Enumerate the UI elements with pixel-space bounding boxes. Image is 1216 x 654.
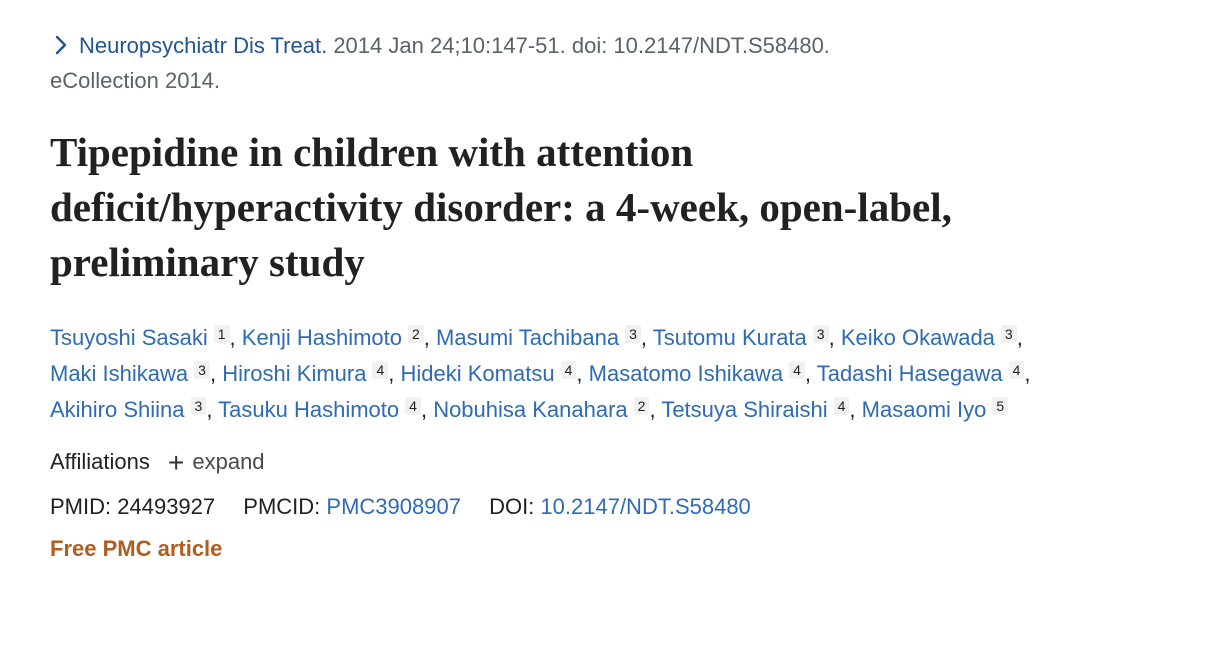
- author-separator: ,: [209, 361, 217, 386]
- citation-details: 2014 Jan 24;10:147-51. doi: 10.2147/NDT.…: [327, 33, 830, 58]
- author-separator: ,: [423, 325, 430, 350]
- affiliation-number[interactable]: 1: [213, 325, 230, 343]
- author-name-link[interactable]: Keiko Okawada: [840, 325, 995, 350]
- pmcid: PMCID: PMC3908907: [243, 494, 461, 519]
- doi: DOI: 10.2147/NDT.S58480: [489, 494, 751, 519]
- author-item: Tadashi Hasegawa 4,: [817, 361, 1031, 386]
- pmid-label: PMID:: [50, 494, 112, 519]
- author-item: Maki Ishikawa 3,: [50, 361, 216, 386]
- doi-label: DOI:: [489, 494, 535, 519]
- author-item: Keiko Okawada 3,: [841, 325, 1023, 350]
- author-separator: ,: [206, 397, 213, 422]
- author-name-link[interactable]: Tetsuya Shiraishi: [661, 397, 828, 422]
- author-item: Masaomi Iyo 5: [862, 397, 1009, 422]
- affiliation-number[interactable]: 4: [833, 397, 850, 415]
- doi-link[interactable]: 10.2147/NDT.S58480: [540, 494, 751, 519]
- expand-label: expand: [192, 449, 265, 474]
- author-separator: ,: [804, 361, 811, 386]
- author-separator: ,: [229, 325, 236, 350]
- affiliations-label: Affiliations: [50, 449, 150, 474]
- authors-list: Tsuyoshi Sasaki 1, Kenji Hashimoto 2, Masu…: [50, 320, 1050, 428]
- affiliation-number[interactable]: 3: [1000, 325, 1017, 343]
- pmcid-label: PMCID:: [243, 494, 321, 519]
- affiliations-expand-button[interactable]: + expand: [168, 446, 265, 479]
- affiliation-number[interactable]: 2: [633, 397, 650, 415]
- author-item: Tsuyoshi Sasaki 1,: [50, 325, 236, 350]
- affiliation-number[interactable]: 3: [812, 325, 829, 343]
- affiliation-number[interactable]: 3: [194, 361, 210, 379]
- author-name-link[interactable]: Masaomi Iyo: [861, 397, 987, 422]
- author-name-link[interactable]: Masumi Tachibana: [436, 325, 620, 350]
- free-pmc-article-link[interactable]: Free PMC article: [50, 536, 223, 561]
- author-item: Nobuhisa Kanahara 2,: [433, 397, 656, 422]
- author-separator: ,: [1016, 325, 1023, 350]
- author-separator: ,: [849, 397, 856, 422]
- pmid-value: 24493927: [117, 494, 216, 519]
- author-name-link[interactable]: Masatomo Ishikawa: [588, 361, 784, 386]
- chevron-right-icon[interactable]: [50, 34, 72, 56]
- pmid: PMID: 24493927: [50, 494, 215, 519]
- author-separator: ,: [420, 397, 428, 422]
- author-name-link[interactable]: Hideki Komatsu: [400, 361, 555, 386]
- author-item: Masatomo Ishikawa 4,: [589, 361, 811, 386]
- article-header: Neuropsychiatr Dis Treat. 2014 Jan 24;10…: [50, 28, 1170, 565]
- author-separator: ,: [576, 361, 583, 386]
- author-name-link[interactable]: Akihiro Shiina: [50, 397, 185, 422]
- affiliation-number[interactable]: 4: [789, 361, 805, 379]
- author-item: Kenji Hashimoto 2,: [242, 325, 430, 350]
- affiliation-number[interactable]: 3: [625, 325, 641, 343]
- author-item: Tetsuya Shiraishi 4,: [661, 397, 856, 422]
- affiliations: Affiliations + expand: [50, 446, 1170, 479]
- author-item: Hiroshi Kimura 4,: [222, 361, 394, 386]
- affiliation-number[interactable]: 2: [407, 325, 424, 343]
- journal-link[interactable]: Neuropsychiatr Dis Treat.: [79, 33, 328, 58]
- affiliation-number[interactable]: 3: [190, 397, 207, 415]
- author-separator: ,: [388, 361, 395, 386]
- article-title: Tipepidine in children with attention de…: [50, 129, 952, 285]
- author-separator: ,: [1024, 361, 1031, 386]
- citation-ecollection: eCollection 2014.: [50, 68, 221, 93]
- pmcid-link[interactable]: PMC3908907: [326, 494, 461, 519]
- author-name-link[interactable]: Hiroshi Kimura: [222, 361, 367, 386]
- affiliation-number[interactable]: 4: [405, 397, 421, 415]
- author-item: Tasuku Hashimoto 4,: [218, 397, 427, 422]
- author-name-link[interactable]: Nobuhisa Kanahara: [433, 397, 628, 422]
- author-name-link[interactable]: Tadashi Hasegawa: [816, 361, 1003, 386]
- author-name-link[interactable]: Kenji Hashimoto: [241, 325, 402, 350]
- author-item: Akihiro Shiina 3,: [50, 397, 212, 422]
- affiliation-number[interactable]: 4: [1008, 361, 1025, 379]
- author-item: Masumi Tachibana 3,: [436, 325, 647, 350]
- author-name-link[interactable]: Maki Ishikawa: [50, 361, 189, 386]
- author-name-link[interactable]: Tsutomu Kurata: [652, 325, 807, 350]
- affiliation-number[interactable]: 5: [992, 397, 1009, 415]
- affiliation-number[interactable]: 4: [372, 361, 389, 379]
- author-item: Tsutomu Kurata 3,: [653, 325, 835, 350]
- author-separator: ,: [640, 325, 647, 350]
- identifiers: PMID: 24493927 PMCID: PMC3908907 DOI: 10…: [50, 491, 1170, 523]
- author-name-link[interactable]: Tasuku Hashimoto: [218, 397, 400, 422]
- affiliation-number[interactable]: 4: [560, 361, 577, 379]
- plus-icon: +: [168, 447, 185, 478]
- author-item: Hideki Komatsu 4,: [401, 361, 583, 386]
- author-separator: ,: [649, 397, 656, 422]
- author-separator: ,: [828, 325, 835, 350]
- author-name-link[interactable]: Tsuyoshi Sasaki: [50, 325, 208, 350]
- citation: Neuropsychiatr Dis Treat. 2014 Jan 24;10…: [50, 28, 1170, 98]
